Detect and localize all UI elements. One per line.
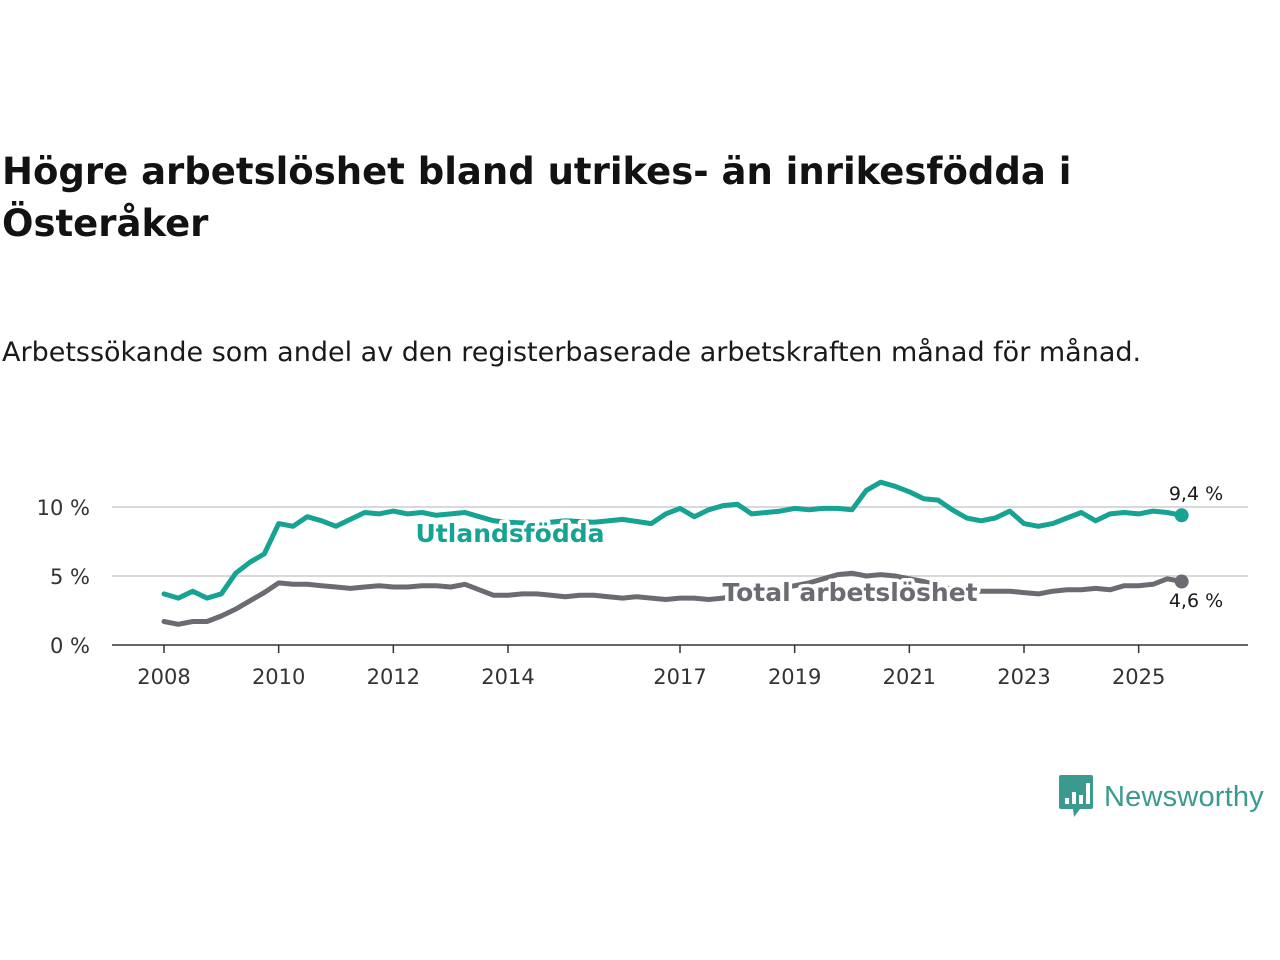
x-tick-label: 2008 [137,665,190,689]
brand-name: Newsworthy [1104,780,1264,813]
newsworthy-bar-chart-icon [1059,775,1093,817]
x-tick-label: 2010 [252,665,305,689]
series-endpoint-utlandsfodda [1174,508,1189,523]
x-tick-label: 2023 [997,665,1050,689]
axes: 0 % 5 % 10 % 2008 2010 2012 2014 2017 2019 2021 20… [37,496,1248,689]
newsworthy-logo: Newsworthy [1058,774,1264,820]
end-value-label-utlandsfodda: 9,4 % [1169,483,1223,505]
grid-lines [112,506,1248,577]
series-endpoint-total [1174,574,1189,589]
x-tick-label: 2012 [367,665,420,689]
series-line-utlandsfodda [161,479,1185,601]
series-lines [161,479,1189,627]
y-tick-label: 10 % [37,496,90,520]
series-label-total: Total arbetslöshet [722,578,977,607]
x-tick-label: 2025 [1112,665,1165,689]
x-tick-label: 2014 [481,665,534,689]
x-tick-label: 2019 [768,665,821,689]
x-tick-label: 2017 [653,665,706,689]
series-label-utlandsfodda: Utlandsfödda [416,519,605,548]
end-value-label-total: 4,6 % [1169,590,1223,612]
y-tick-label: 5 % [50,565,90,589]
series-line-total [161,570,1185,627]
x-tick-label: 2021 [883,665,936,689]
series-labels: Utlandsfödda Total arbetslöshet 9,4 % 4,6 % [412,483,1223,612]
chart-subtitle: Arbetssökande som andel av den registerb… [2,337,1142,368]
chart-title: Högre arbetslöshet bland utrikes- än inr… [2,150,1072,245]
y-tick-label: 0 % [50,634,90,658]
